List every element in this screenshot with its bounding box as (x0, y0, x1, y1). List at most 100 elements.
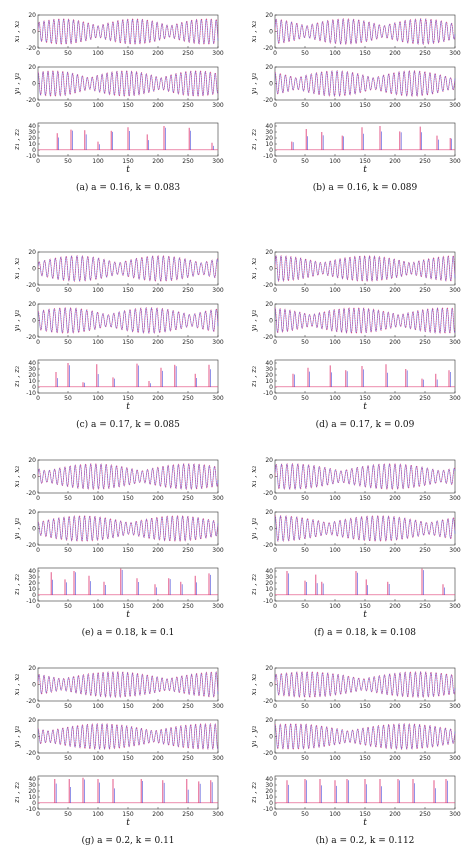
x-tick-label: 250 (182, 755, 194, 762)
x-tick-label: 100 (92, 395, 104, 402)
y-tick-label: -20 (26, 750, 36, 757)
x-tick-label: 50 (64, 703, 72, 710)
series-line-red (274, 722, 456, 751)
x-tick-label: 100 (329, 495, 341, 502)
series-line-red (274, 670, 456, 699)
x-tick-label: 50 (301, 339, 309, 346)
x-tick-label: 300 (449, 395, 461, 402)
y-tick-label: 0 (32, 81, 36, 88)
x-tick-label: 200 (152, 603, 164, 610)
x-tick-label: 150 (359, 50, 371, 57)
panel-caption: (c) a = 0.17, k = 0.085 (76, 419, 180, 430)
x-tick-label: 0 (273, 287, 277, 294)
x-tick-label: 300 (212, 755, 224, 762)
x-tick-label: 100 (92, 495, 104, 502)
y-axis-label: z₁ , z₂ (249, 129, 258, 151)
x-axis-label: t (363, 610, 367, 620)
y-tick-label: 20 (28, 301, 36, 308)
x-tick-label: 200 (389, 603, 401, 610)
y-axis-label: x₁ , x₂ (12, 674, 21, 696)
x-tick-label: 200 (152, 158, 164, 165)
y-tick-label: 0 (269, 592, 273, 599)
y-axis-label: y₁ , y₂ (12, 310, 21, 333)
x-tick-label: 0 (273, 547, 277, 554)
y-tick-label: 0 (269, 734, 273, 741)
series-line-red (37, 17, 219, 46)
x-tick-label: 200 (152, 50, 164, 57)
x-axis-label: t (126, 165, 130, 175)
x-tick-label: 150 (122, 603, 134, 610)
x-tick-label: 0 (36, 339, 40, 346)
x-tick-label: 0 (273, 102, 277, 109)
y-tick-label: 0 (269, 384, 273, 391)
y-tick-label: -10 (263, 598, 273, 605)
y-axis-label: y₁ , y₂ (249, 310, 258, 333)
x-tick-label: 100 (329, 755, 341, 762)
y-axis-label: y₁ , y₂ (249, 726, 258, 749)
x-tick-label: 250 (419, 495, 431, 502)
x-tick-label: 50 (64, 158, 72, 165)
series-line-blue (274, 307, 456, 334)
x-tick-label: 250 (182, 50, 194, 57)
series-line-blue (274, 671, 456, 699)
y-tick-label: -20 (26, 490, 36, 497)
y-tick-label: 20 (265, 509, 273, 516)
x-tick-label: 150 (122, 339, 134, 346)
y-tick-label: -20 (26, 282, 36, 289)
x-tick-label: 250 (419, 547, 431, 554)
y-tick-label: 10 (265, 586, 273, 593)
x-tick-label: 200 (389, 395, 401, 402)
x-axis-label: t (363, 402, 367, 412)
x-tick-label: 100 (92, 703, 104, 710)
x-tick-label: 50 (301, 287, 309, 294)
series-line-red (37, 722, 219, 751)
series-line-red (274, 514, 456, 542)
y-tick-label: 0 (269, 266, 273, 273)
panel-caption: (h) a = 0.2, k = 0.112 (316, 835, 415, 846)
x-tick-label: 300 (212, 811, 224, 818)
panel-caption: (b) a = 0.16, k = 0.089 (313, 182, 418, 193)
x-tick-label: 0 (273, 395, 277, 402)
series-line-blue (274, 515, 456, 542)
x-tick-label: 300 (212, 603, 224, 610)
panel-caption: (f) a = 0.18, k = 0.108 (314, 627, 416, 638)
y-tick-label: 20 (28, 64, 36, 71)
y-tick-label: 30 (28, 366, 36, 373)
x-tick-label: 200 (152, 703, 164, 710)
y-tick-label: 10 (265, 794, 273, 801)
x-tick-label: 150 (122, 395, 134, 402)
y-tick-label: 20 (28, 717, 36, 724)
series-line-blue (37, 463, 219, 490)
x-tick-label: 0 (273, 50, 277, 57)
x-tick-label: 200 (152, 755, 164, 762)
x-tick-label: 150 (359, 102, 371, 109)
x-tick-label: 0 (36, 102, 40, 109)
x-tick-label: 50 (301, 158, 309, 165)
x-tick-label: 0 (273, 811, 277, 818)
y-tick-label: -10 (26, 598, 36, 605)
x-tick-label: 50 (301, 547, 309, 554)
x-tick-label: 50 (301, 495, 309, 502)
y-tick-label: 0 (269, 318, 273, 325)
x-tick-label: 300 (449, 755, 461, 762)
x-tick-label: 100 (329, 811, 341, 818)
y-tick-label: 40 (265, 123, 273, 130)
y-axis-label: x₁ , x₂ (12, 258, 21, 280)
x-tick-label: 100 (329, 287, 341, 294)
axes-frame (37, 359, 219, 394)
y-axis-label: z₁ , z₂ (12, 574, 21, 596)
x-tick-label: 50 (64, 603, 72, 610)
y-axis-label: y₁ , y₂ (12, 73, 21, 96)
x-tick-label: 250 (182, 603, 194, 610)
x-tick-label: 300 (449, 495, 461, 502)
x-tick-label: 300 (449, 287, 461, 294)
x-tick-label: 300 (449, 102, 461, 109)
y-tick-label: -20 (26, 334, 36, 341)
x-tick-label: 100 (92, 755, 104, 762)
x-tick-label: 150 (122, 50, 134, 57)
